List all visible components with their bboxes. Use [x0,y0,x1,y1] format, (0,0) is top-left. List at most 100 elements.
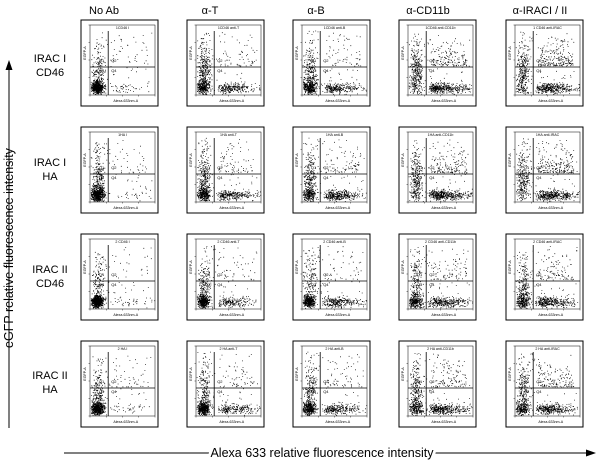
panel-x-label: Alexa-633nm-A [219,99,244,103]
quadrant-label: Q4 [536,389,542,394]
quadrant-label: Q3 [524,68,530,73]
panel-x-label: Alexa-633nm-A [538,313,563,317]
y-axis-title: eGFP relative fluorescence intensity [2,147,16,348]
panel-y-label: EGFP-A [401,153,405,167]
quadrant-label: Q1 [311,379,317,384]
scatter-panel: 2 CD46 I Q1 Q2 Q3 Q4 Alexa-633nm-A EGFP-A [80,233,159,321]
panel-frame [80,340,159,428]
x-axis-arrow: Alexa 633 relative fluorescence intensit… [64,443,596,462]
scatter-panel: 1HA anti-B Q1 Q2 Q3 Q4 Alexa-633nm-A EGFP-A [292,126,371,214]
quadrant-label: Q4 [536,68,542,73]
quadrant-label: Q2 [111,379,117,384]
panel-y-label: EGFP-A [83,46,87,60]
panel-frame [505,233,584,321]
quadrant-label: Q2 [323,272,329,277]
quadrant-label: Q3 [205,282,211,287]
panel-frame [505,340,584,428]
panel-y-label: EGFP-A [189,260,193,274]
row-header-4-line2: HA [42,384,58,396]
panel-frame [80,126,159,214]
panel-x-label: Alexa-633nm-A [219,420,244,424]
events-dots [90,140,153,202]
panel-frame [398,126,477,214]
panel-title: 2 HA anti-CD11b [427,347,454,351]
panel-title: 1HA anti-T [220,133,238,137]
quadrant-label: Q4 [111,282,117,287]
scatter-panel: 2 CD46 anti-IRAC Q1 Q2 Q3 Q4 Alexa-633nm-A EGF… [505,233,584,321]
panel-x-label: Alexa-633nm-A [113,420,138,424]
panel-grid: 1CD46 I Q1 Q2 Q3 Q4 Alexa-633nm-A EGFP-A 1CD46 … [80,19,584,428]
quadrant-label: Q3 [99,282,105,287]
quadrant-label: Q1 [205,272,211,277]
panel-y-label: EGFP-A [189,46,193,60]
events-dots [302,137,367,203]
panel-y-label: EGFP-A [508,46,512,60]
quadrant-label: Q1 [524,58,530,63]
panel-x-label: Alexa-633nm-A [325,206,350,210]
scatter-panel: 1 CD46 anti-IRAC Q1 Q2 Q3 Q4 Alexa-633nm-A EGF… [505,19,584,107]
quadrant-label: Q1 [99,165,105,170]
quadrant-label: Q4 [429,175,435,180]
panel-x-label: Alexa-633nm-A [431,420,456,424]
quadrant-label: Q3 [417,68,423,73]
events-dots [302,246,367,310]
quadrant-label: Q4 [111,389,117,394]
quadrant-label: Q1 [524,165,530,170]
events-dots [196,137,262,202]
quadrant-label: Q1 [417,58,423,63]
panel-x-label: Alexa-633nm-A [431,206,456,210]
panel-title: 1HA I [118,133,127,137]
quadrant-label: Q1 [311,58,317,63]
x-axis-title: Alexa 633 relative fluorescence intensit… [210,446,434,460]
quadrant-label: Q1 [524,379,530,384]
events-dots [302,30,367,96]
panel-title: 1HA anti-CD11b [428,133,454,137]
quadrant-label: Q4 [323,175,329,180]
row-header-4-line1: IRAC II [32,370,67,382]
panel-title: 1CD46 I [116,26,129,30]
quadrant-label: Q2 [217,165,223,170]
panel-y-label: EGFP-A [83,153,87,167]
panel-title: 2 HA I [118,347,128,351]
panel-y-label: EGFP-A [401,260,405,274]
panel-x-label: Alexa-633nm-A [219,206,244,210]
panel-title: 1CD46 anti-CD11b [425,26,455,30]
events-dots [515,31,580,96]
quadrant-label: Q3 [524,282,530,287]
events-dots [516,138,580,203]
panel-title: 2 CD46 anti-CD11b [425,240,456,244]
events-dots [515,353,578,417]
column-header-alpha-cd11b: α-CD11b [406,5,449,17]
quadrant-label: Q1 [99,58,105,63]
quadrant-label: Q2 [111,165,117,170]
scatter-panel: 2 HA anti-B Q1 Q2 Q3 Q4 Alexa-633nm-A EGFP-A [292,340,371,428]
quadrant-label: Q3 [417,175,423,180]
column-header-alpha-t: α-T [202,5,219,17]
scatter-panel: 1HA anti-T Q1 Q2 Q3 Q4 Alexa-633nm-A EGFP-A [186,126,265,214]
panel-x-label: Alexa-633nm-A [431,313,456,317]
quadrant-label: Q2 [536,165,542,170]
panel-title: 1HA anti-B [326,133,344,137]
scatter-panel: 2 CD46 anti-CD11b Q1 Q2 Q3 Q4 Alexa-633nm-A EG… [398,233,477,321]
panel-title: 1CD46 anti-T [218,26,240,30]
quadrant-label: Q2 [217,379,223,384]
quadrant-label: Q3 [417,282,423,287]
panel-y-label: EGFP-A [189,153,193,167]
quadrant-label: Q1 [99,272,105,277]
quadrant-label: Q4 [429,389,435,394]
quadrant-label: Q4 [536,175,542,180]
quadrant-label: Q1 [205,58,211,63]
quadrant-label: Q4 [217,282,223,287]
scatter-panel: 2 HA anti-T Q1 Q2 Q3 Q4 Alexa-633nm-A EGFP-A [186,340,265,428]
panel-x-label: Alexa-633nm-A [325,313,350,317]
quadrant-label: Q3 [205,68,211,73]
quadrant-label: Q4 [217,389,223,394]
panel-x-label: Alexa-633nm-A [113,206,138,210]
panel-x-label: Alexa-633nm-A [325,99,350,103]
panel-frame [292,126,371,214]
panel-x-label: Alexa-633nm-A [538,206,563,210]
row-headers: IRAC I CD46 IRAC I HA IRAC II CD46 IRAC … [32,53,67,396]
quadrant-label: Q2 [111,272,117,277]
panel-frame [292,340,371,428]
row-header-2-line1: IRAC I [34,157,66,169]
